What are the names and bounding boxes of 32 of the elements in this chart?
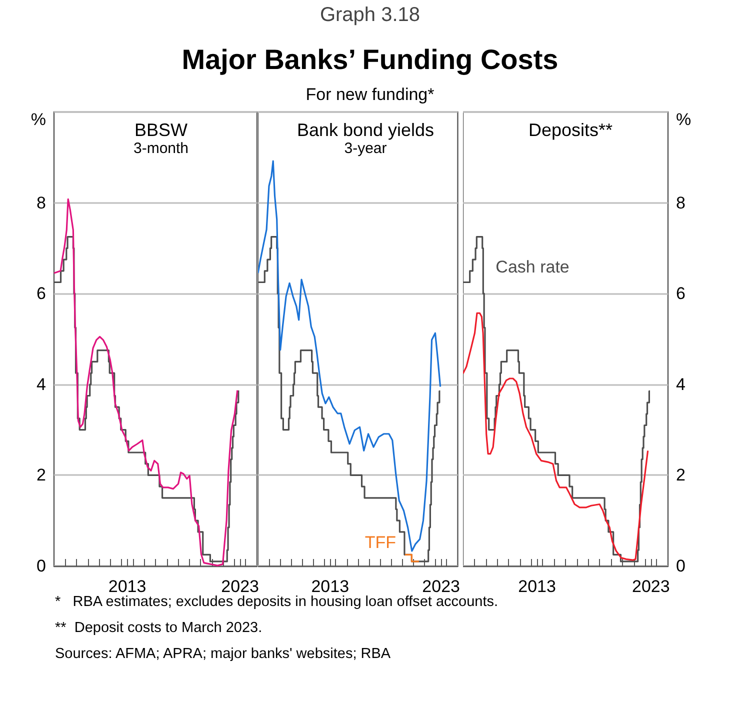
y-tick-label: 6	[36, 284, 46, 304]
x-tick-label: 2023	[632, 577, 670, 596]
chart-title: BBSW	[134, 120, 188, 140]
y-tick-label: 4	[36, 374, 46, 394]
y2-tick-label: 0	[676, 556, 686, 576]
text: 3-year	[344, 140, 387, 157]
chart-title: Deposits**	[528, 120, 613, 140]
y2-axis-title: %	[676, 110, 692, 129]
y2-tick-label: 2	[676, 466, 686, 485]
text: * RBA estimates; excludes deposits in housing loan offset accounts.	[55, 594, 498, 610]
series-label: TFF	[364, 533, 396, 552]
text: Major Banks’ Funding Costs	[180, 44, 560, 76]
text: ** Deposit costs to March 2023.	[55, 620, 262, 636]
y2-tick-label: 8	[676, 193, 686, 212]
line-series	[463, 312, 649, 561]
x-tick-label: 2023	[221, 577, 260, 596]
y-tick-label: 2	[36, 466, 46, 485]
source-note: Sources: AFMA; APRA; major banks' websites; RBA	[55, 646, 391, 662]
series-label: Cash rate	[496, 257, 570, 276]
text: For new funding*	[304, 85, 436, 105]
x-tick-label: 2013	[518, 577, 556, 596]
text: 3-month	[133, 140, 189, 157]
x-tick-label: 2013	[108, 577, 146, 596]
x-tick-label: 2013	[311, 577, 350, 596]
y2-tick-label: 4	[676, 374, 686, 394]
caption: Graph 3.18	[318, 4, 422, 27]
y2-tick-label: 6	[676, 284, 686, 304]
y-tick-label: 8	[36, 193, 46, 212]
y-tick-label: 0	[36, 556, 46, 576]
y-axis-title: %	[30, 110, 46, 129]
x-tick-label: 2023	[422, 577, 460, 596]
chart-title: Bank bond yields	[296, 120, 434, 140]
